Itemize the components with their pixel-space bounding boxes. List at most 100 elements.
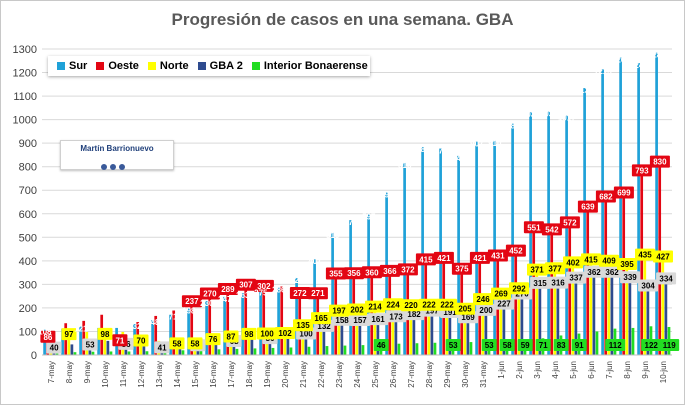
bar <box>439 148 442 355</box>
data-label: 415 <box>419 255 433 264</box>
bar <box>331 232 334 355</box>
bar <box>319 316 323 355</box>
data-label: 112 <box>609 341 622 350</box>
data-label-box <box>311 312 331 325</box>
data-label: 816 <box>398 161 412 170</box>
bar <box>127 351 131 355</box>
data-label: 87 <box>227 333 236 342</box>
data-label: 169 <box>461 313 475 322</box>
data-label: 165 <box>314 314 328 323</box>
bar <box>640 168 644 355</box>
x-tick-label: 29-may <box>443 361 452 388</box>
data-label-box <box>649 155 670 168</box>
data-label-box <box>257 327 277 340</box>
data-label-box <box>217 282 238 295</box>
data-label: 58 <box>503 341 512 350</box>
data-label: 263 <box>236 291 250 300</box>
data-label: 58 <box>173 339 182 348</box>
x-tick-label: 10-may <box>101 361 110 388</box>
data-label: 157 <box>353 316 367 325</box>
data-label-box <box>527 263 547 276</box>
data-label-box <box>61 328 77 341</box>
legend-swatch <box>147 62 156 70</box>
bar <box>499 291 503 355</box>
bar <box>61 328 64 355</box>
data-label-box <box>613 186 634 199</box>
bar <box>190 299 194 355</box>
data-label: 200 <box>479 306 493 315</box>
y-tick-label: 700 <box>19 185 37 197</box>
bar <box>430 308 434 355</box>
data-label-box <box>469 251 490 264</box>
data-label: 135 <box>296 321 310 330</box>
data-label-box <box>571 339 587 351</box>
bar <box>250 338 254 355</box>
bar <box>313 259 316 355</box>
x-tick-label: 30-may <box>461 361 470 388</box>
data-label: 1032 <box>522 110 540 119</box>
bar <box>433 342 437 355</box>
data-label-box <box>563 256 583 269</box>
data-label: 41 <box>158 343 167 352</box>
data-label-box <box>343 267 364 280</box>
data-label-box <box>46 341 62 354</box>
data-label-box <box>368 313 389 326</box>
data-label-box <box>187 337 203 350</box>
data-label-box <box>289 286 310 299</box>
data-label: 158 <box>335 316 349 325</box>
bar <box>283 330 287 355</box>
data-label: 121 <box>74 325 88 334</box>
data-label: 366 <box>383 267 397 276</box>
data-label-box <box>223 330 239 343</box>
bar <box>445 302 449 355</box>
bar <box>367 214 370 355</box>
watermark-text: Martín Barrionuevo <box>80 144 154 153</box>
data-label: 307 <box>239 281 253 290</box>
data-label-box <box>523 221 544 234</box>
data-label: 191 <box>443 308 457 317</box>
x-tick-label: 24-may <box>353 361 362 388</box>
y-tick-label: 1200 <box>13 68 37 80</box>
data-label-box <box>181 295 202 308</box>
bar <box>280 286 284 355</box>
bar <box>226 286 230 355</box>
data-label-box <box>559 216 580 229</box>
bar <box>154 315 158 355</box>
data-label-box <box>433 251 454 264</box>
data-label-box <box>40 330 56 343</box>
data-label: 83 <box>557 341 566 350</box>
data-label: 371 <box>530 266 544 275</box>
data-label: 53 <box>485 341 494 350</box>
data-label-box <box>641 339 662 351</box>
bar <box>145 351 149 355</box>
data-label-box <box>307 287 328 300</box>
data-label-box <box>505 244 526 257</box>
data-label: 70 <box>137 337 146 346</box>
data-label: 230 <box>200 299 214 308</box>
data-label: 334 <box>659 274 673 283</box>
legend-swatch <box>57 62 65 70</box>
bar <box>457 155 460 355</box>
x-tick-label: 8-may <box>65 361 74 383</box>
data-label: 830 <box>653 158 667 167</box>
bar <box>511 123 514 356</box>
data-label-box <box>253 279 274 292</box>
bar <box>241 293 244 355</box>
bar <box>307 346 311 355</box>
data-label: 415 <box>584 255 598 264</box>
data-label: 362 <box>587 268 601 277</box>
data-label-box <box>595 190 616 203</box>
data-label: 597 <box>362 212 376 221</box>
bar <box>466 315 470 355</box>
x-tick-label: 19-may <box>263 361 272 388</box>
x-tick-label: 26-may <box>389 361 398 388</box>
data-label-box <box>584 265 605 278</box>
bar <box>571 260 575 355</box>
data-label: 356 <box>347 269 361 278</box>
bar <box>484 307 488 355</box>
data-label: 171 <box>164 313 178 322</box>
data-label-box <box>599 254 619 267</box>
y-tick-label: 500 <box>19 232 37 244</box>
data-label-box <box>553 339 569 351</box>
data-label-box <box>473 293 493 306</box>
